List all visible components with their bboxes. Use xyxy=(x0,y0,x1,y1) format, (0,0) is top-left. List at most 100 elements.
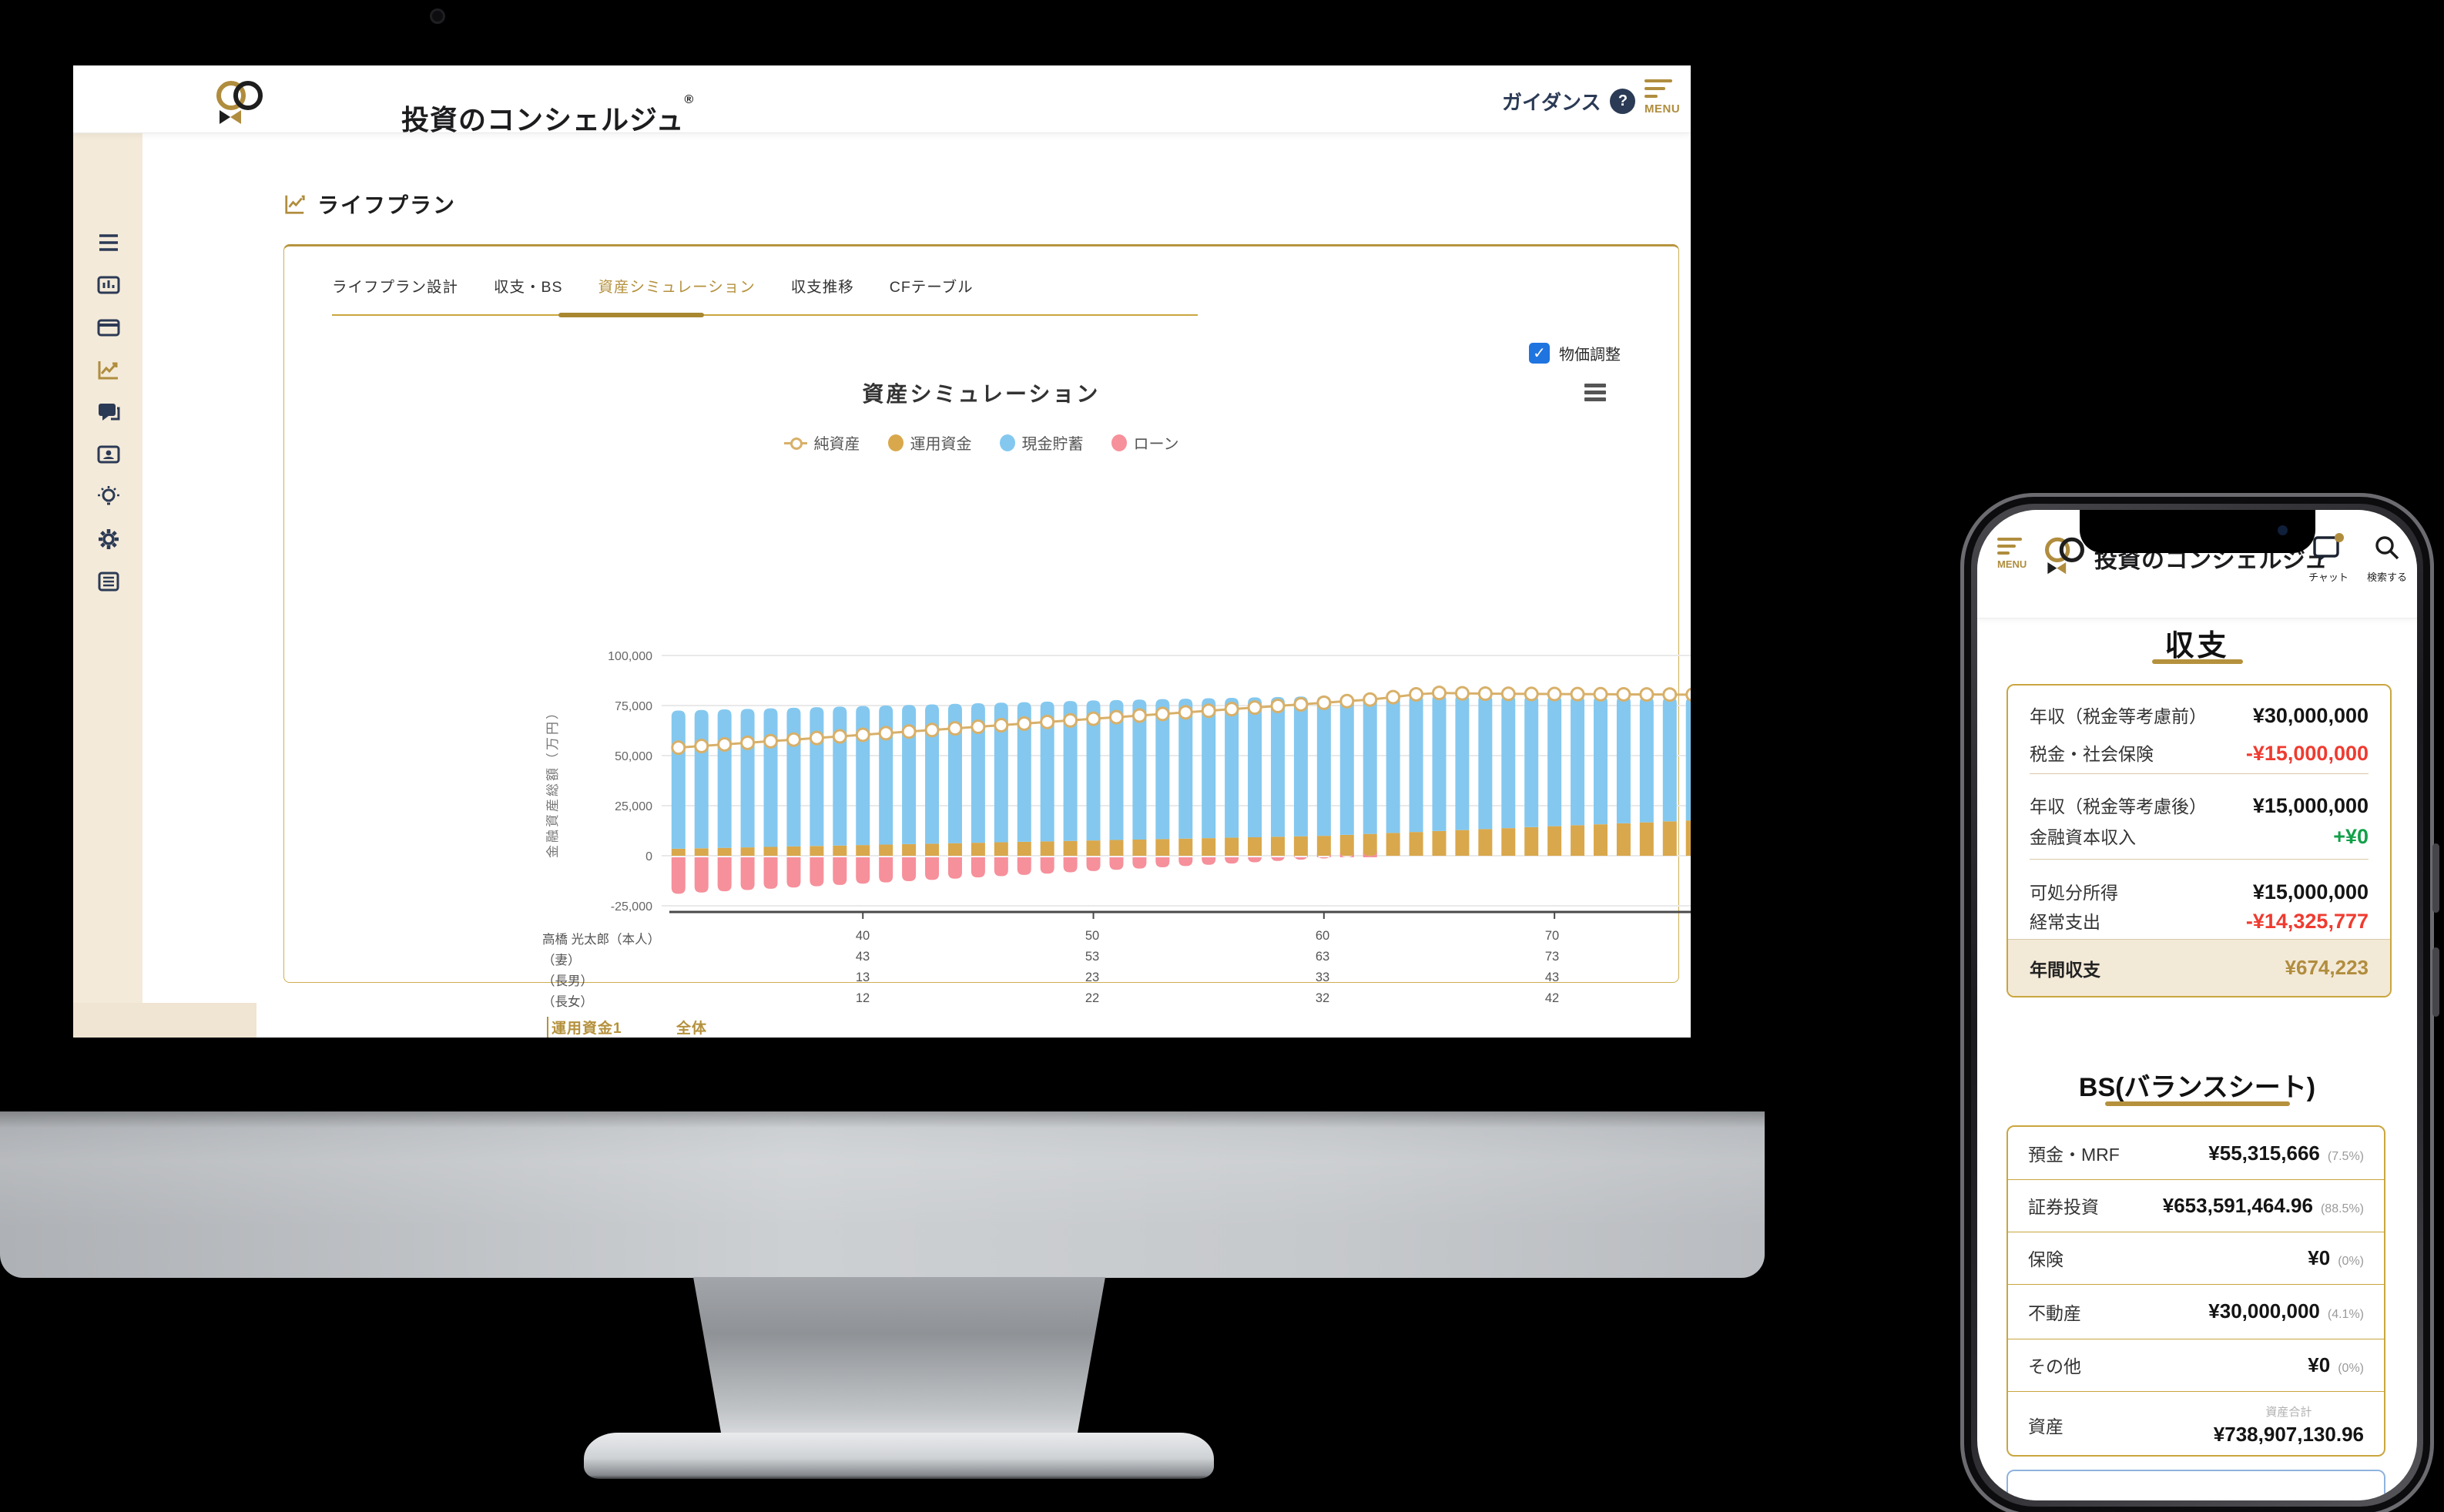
row-value: -¥15,000,000 xyxy=(2245,742,2369,765)
bar-marker-icon xyxy=(887,434,904,451)
family-member-label: 高橋 光太郎（本人） xyxy=(542,933,661,947)
row-label: 経常支出 xyxy=(2030,912,2100,932)
phone: MENU 投資のコンシェルジュ チャット xyxy=(1960,493,2439,1512)
chart-context-menu-icon[interactable] xyxy=(1584,384,1608,404)
row-label: 資産 xyxy=(2028,1416,2063,1437)
income-title-underline xyxy=(2151,659,2243,664)
price-adjust-toggle[interactable]: ✓ 物価調整 xyxy=(1529,342,1621,364)
phone-menu-button[interactable]: MENU xyxy=(1997,538,2027,570)
menu-button[interactable]: MENU xyxy=(1644,79,1691,116)
bs-row: 証券投資 ¥653,591,464.96 (88.5%) xyxy=(2008,1179,2384,1232)
chat-icon[interactable] xyxy=(96,399,122,425)
tab-3[interactable]: 資産シミュレーション xyxy=(598,279,756,296)
bs-row: その他 ¥0 (0%) xyxy=(2008,1339,2384,1391)
divider xyxy=(2008,1284,2384,1285)
family-age-value: 73 xyxy=(1544,950,1560,964)
annual-balance-value: ¥674,223 xyxy=(2285,956,2369,979)
gear-icon[interactable] xyxy=(96,526,122,552)
annual-balance-row: 年間収支 ¥674,223 xyxy=(2008,939,2390,996)
family-age-value: 12 xyxy=(855,991,870,1005)
logo-ring-dark-icon xyxy=(2059,537,2084,562)
row-value: ¥55,315,666 xyxy=(2208,1141,2320,1165)
trend-chart-icon[interactable] xyxy=(96,357,122,383)
trend-chart-icon xyxy=(285,195,305,214)
tab-fund1[interactable]: 運用資金1 xyxy=(547,1017,622,1038)
row-label: 不動産 xyxy=(2028,1302,2081,1323)
phone-side-button xyxy=(2432,947,2439,1017)
monitor-stand xyxy=(693,1277,1105,1439)
family-age-value: 60 xyxy=(1315,929,1330,943)
row-value: ¥30,000,000 xyxy=(2208,1299,2320,1323)
legend-label: 運用資金 xyxy=(910,436,972,453)
contact-card-icon[interactable] xyxy=(96,441,122,468)
tab-overall[interactable]: 全体 xyxy=(676,1021,708,1037)
brand-logo-icon[interactable]: 投資のコンシェルジュ® xyxy=(216,79,693,136)
page-title: ライフプラン xyxy=(283,189,456,220)
svg-text:金融資産総額（万円）: 金融資産総額（万円） xyxy=(546,704,560,858)
checkbox-checked-icon[interactable]: ✓ xyxy=(1529,343,1550,364)
tabs-underline xyxy=(332,313,1198,317)
tab-4[interactable]: 収支推移 xyxy=(790,279,854,296)
family-age-value: 23 xyxy=(1085,971,1100,984)
legend-item[interactable]: 現金貯蓄 xyxy=(999,431,1084,454)
family-age-value: 53 xyxy=(1085,950,1100,964)
credit-card-icon[interactable] xyxy=(96,314,122,340)
row-percent: (0%) xyxy=(2338,1254,2364,1268)
divider xyxy=(2008,1179,2384,1180)
legend-item[interactable]: ローン xyxy=(1111,431,1179,454)
monitor-chin xyxy=(0,1111,1765,1278)
chart-legend: 純資産 運用資金 現金貯蓄 ローン xyxy=(284,431,1678,454)
row-percent: (4.1%) xyxy=(2327,1308,2364,1321)
phone-chat-label: チャット xyxy=(2308,572,2348,583)
guidance-button[interactable]: ガイダンス ? xyxy=(1502,87,1636,116)
menu-icon xyxy=(1644,79,1691,98)
family-age-value: 33 xyxy=(1315,971,1330,984)
legend-label: 純資産 xyxy=(813,436,860,453)
row-value: ¥738,907,130.96 xyxy=(2213,1422,2364,1446)
bar-marker-icon xyxy=(999,434,1015,451)
phone-menu-label: MENU xyxy=(1997,558,2027,570)
row-label: 証券投資 xyxy=(2028,1197,2099,1217)
row-value: ¥0 xyxy=(2308,1245,2331,1269)
income-row: 金融資本収入 +¥0 xyxy=(2030,823,2369,849)
site-header: 投資のコンシェルジュ® ガイダンス ? MENU xyxy=(73,65,1691,136)
document-icon[interactable] xyxy=(96,568,122,595)
bs-row: 預金・MRF ¥55,315,666 (7.5%) xyxy=(2008,1127,2384,1179)
chat-icon xyxy=(2313,533,2344,561)
dashboard-chart-icon[interactable] xyxy=(96,272,122,298)
row-label: 可処分所得 xyxy=(2030,883,2118,903)
tab-5[interactable]: CFテーブル xyxy=(889,279,974,296)
row-value: ¥30,000,000 xyxy=(2252,704,2369,727)
asset-simulation-chart[interactable]: 100,000 75,000 50,000 25,000 0 -25,000 金融資産総額（… xyxy=(546,608,1691,932)
asset-total-caption: 資産合計 xyxy=(2265,1405,2312,1419)
income-row: 年収（税金等考慮後） ¥15,000,000 xyxy=(2030,792,2369,818)
tab-1[interactable]: ライフプラン設計 xyxy=(332,279,459,296)
legend-item[interactable]: 純資産 xyxy=(783,431,860,454)
legend-item[interactable]: 運用資金 xyxy=(887,431,972,454)
logo-triangle-gold-icon xyxy=(2057,562,2067,575)
income-card: 年間収支 ¥674,223 年収（税金等考慮前） ¥30,000,000 税金・社会… xyxy=(2006,684,2392,997)
logo-triangle-dark-icon xyxy=(220,110,230,124)
phone-brand-logo-icon[interactable] xyxy=(2045,536,2320,575)
row-value: -¥14,325,777 xyxy=(2245,910,2369,933)
monitor-base xyxy=(584,1433,1214,1479)
line-marker-icon xyxy=(783,434,807,451)
family-age-value: 63 xyxy=(1315,950,1330,964)
row-label: 年収（税金等考慮前） xyxy=(2030,706,2207,726)
help-icon[interactable]: ? xyxy=(1610,89,1636,114)
phone-side-button xyxy=(2432,843,2439,913)
row-value: ¥15,000,000 xyxy=(2252,880,2369,904)
sidebar xyxy=(73,132,142,1038)
row-label: その他 xyxy=(2028,1356,2081,1376)
hamburger-icon[interactable] xyxy=(96,230,122,256)
family-member-label: （長男） xyxy=(542,974,593,988)
row-label: 保険 xyxy=(2028,1249,2063,1269)
svg-text:50,000: 50,000 xyxy=(615,750,652,763)
family-age-value: 70 xyxy=(1544,929,1560,943)
phone-search-button[interactable]: 検索する xyxy=(2362,533,2412,584)
phone-chat-button[interactable]: チャット xyxy=(2304,533,2353,584)
lightbulb-icon[interactable] xyxy=(96,484,122,510)
tab-2[interactable]: 収支・BS xyxy=(494,279,563,296)
income-row: 税金・社会保険 -¥15,000,000 xyxy=(2030,739,2369,766)
